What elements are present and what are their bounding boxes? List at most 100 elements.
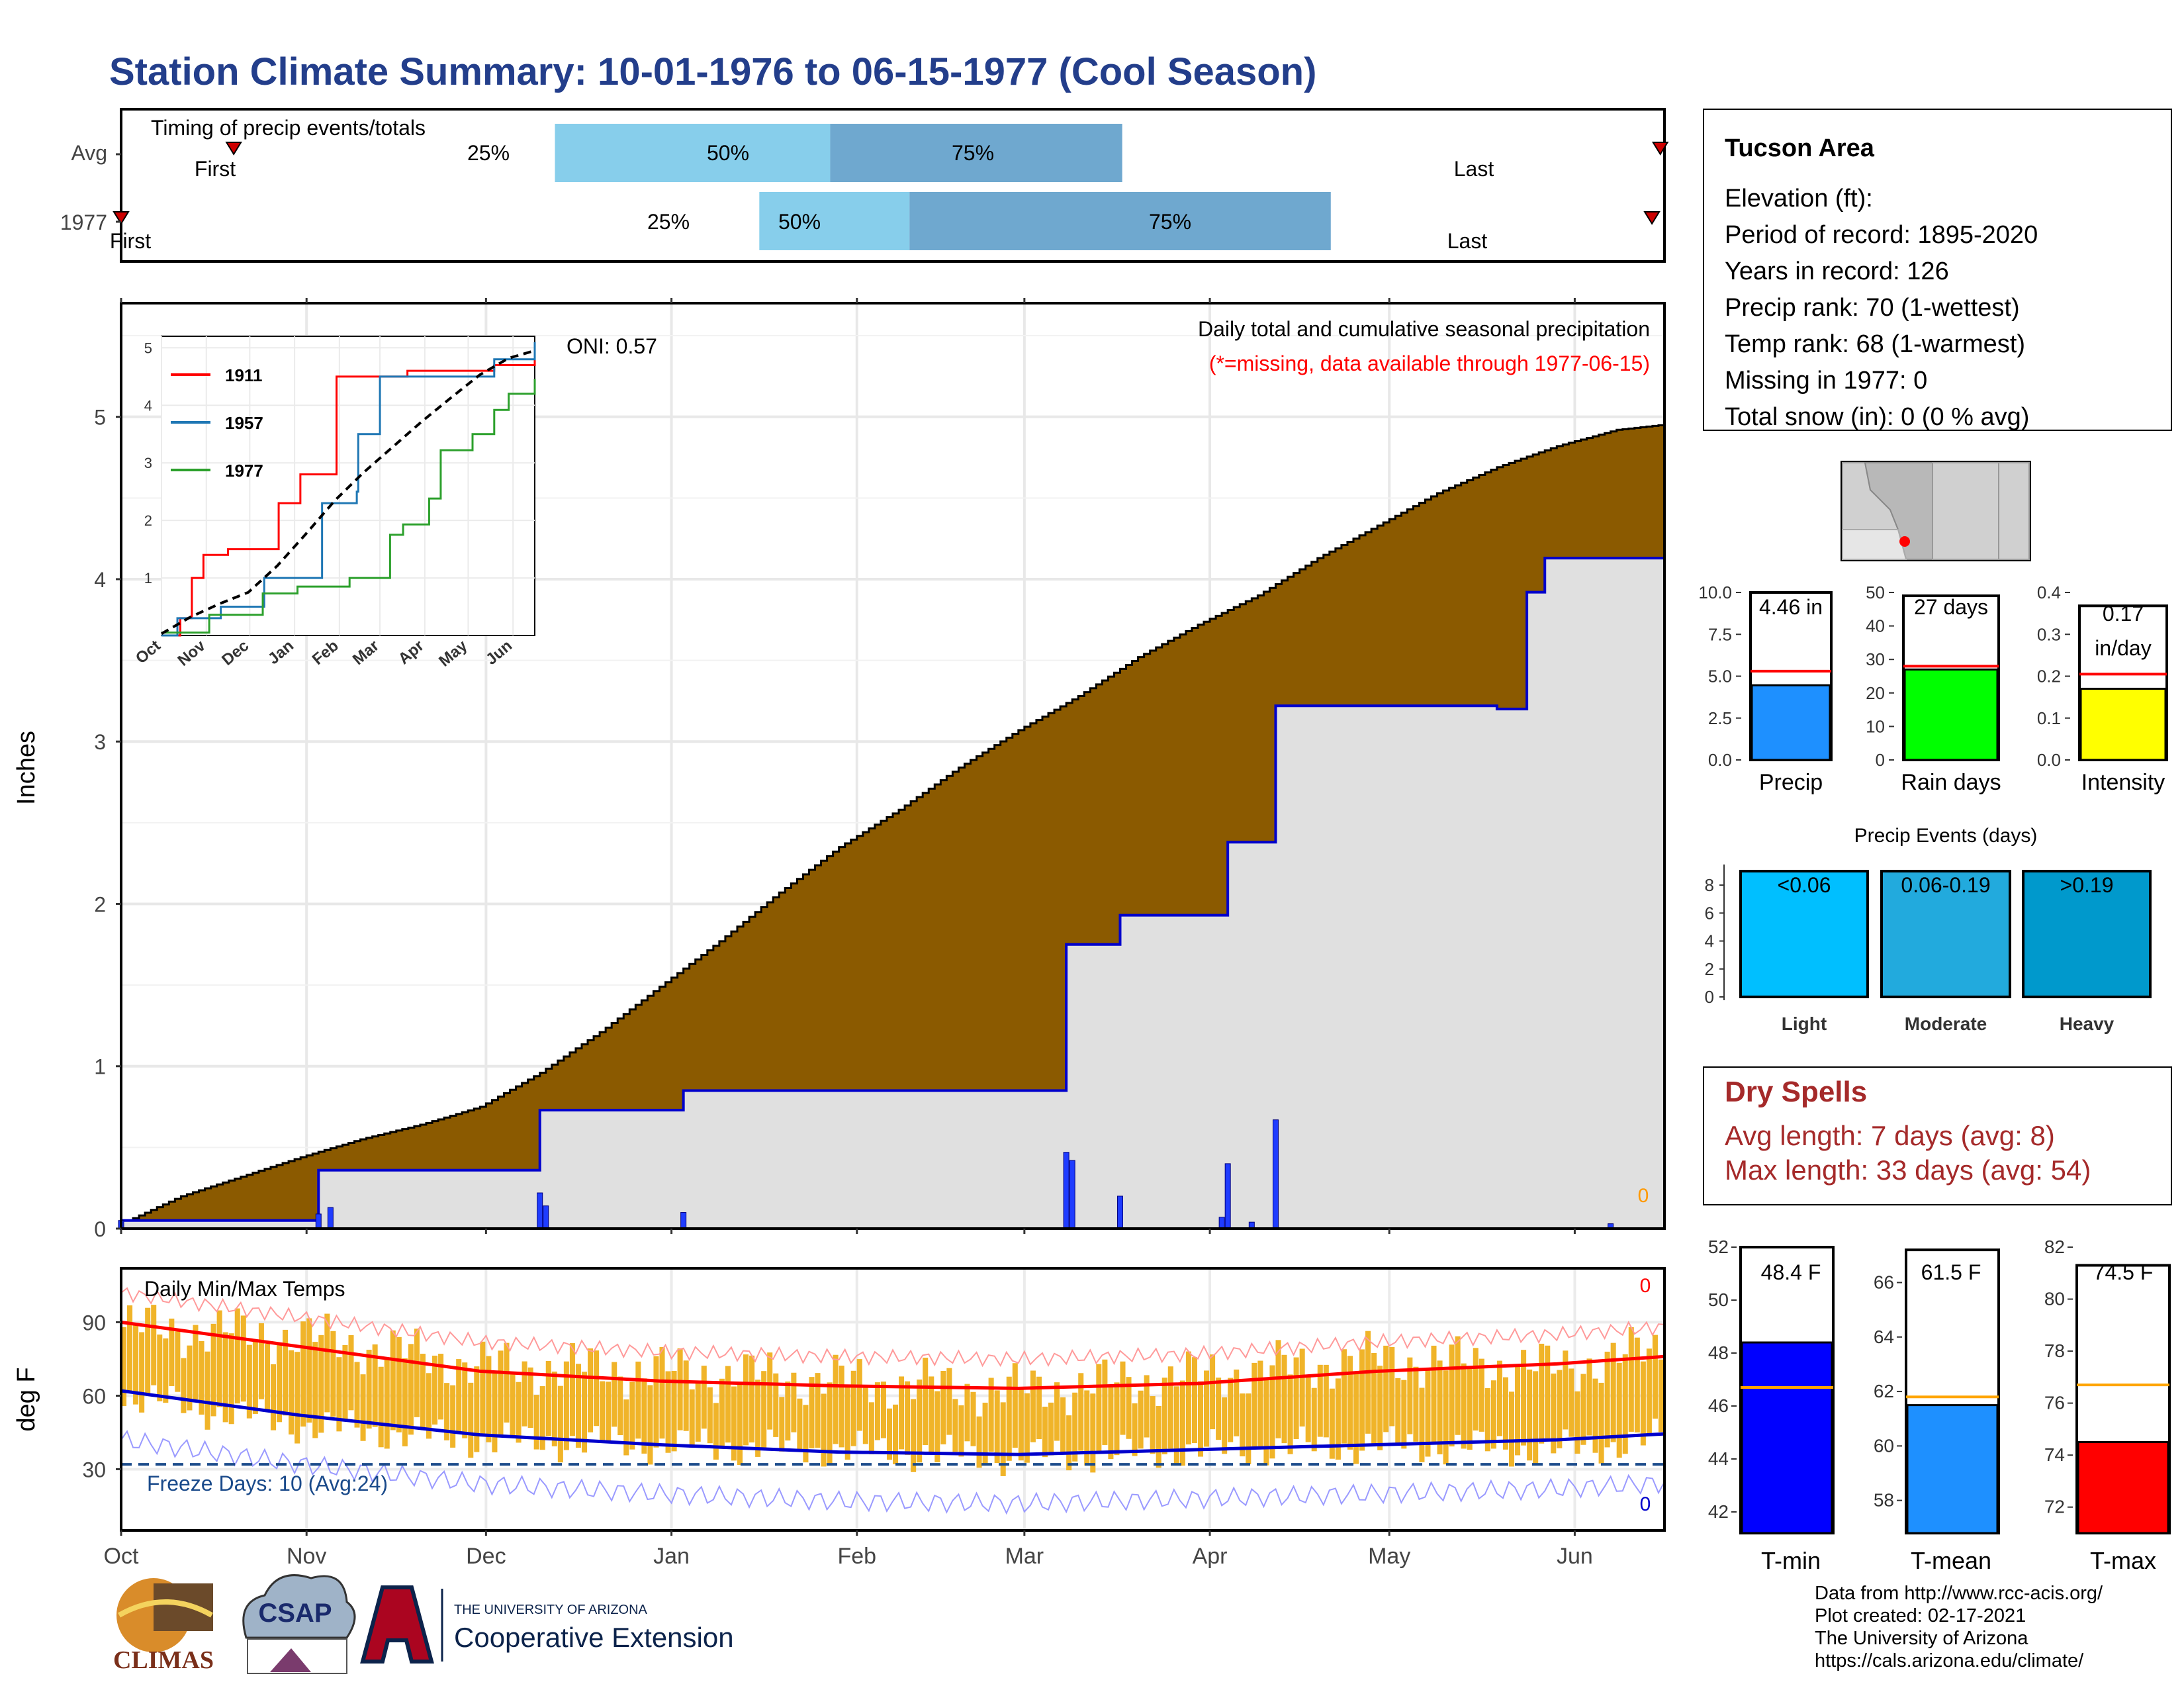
temp-bar-82 [612,1362,617,1427]
timing-avg-last: Last [1454,157,1494,181]
climas-logo-swoosh-icon [118,1599,213,1618]
month-label-apr: Apr [1193,1544,1228,1569]
footer-line-2: Plot created: 02-17-2021 [1815,1605,2026,1626]
mini-tick-label-rain_days-1: 10 [1866,716,1885,736]
precip-ytick-label-4: 4 [94,568,106,592]
mini-raindays-label: Rain days [1901,770,2001,795]
tbar-tick-label-tmax-1: 74 [2044,1444,2065,1465]
precip-daily-bar-8 [1116,1196,1123,1229]
temp-bar-26 [277,1344,283,1423]
events-ytick-label-3: 6 [1705,903,1714,923]
temp-bar-132 [911,1399,917,1472]
temp-bar-231 [1502,1377,1508,1450]
temp-bar-44 [384,1359,390,1449]
temp-bar-7 [163,1338,169,1403]
temp-bar-154 [1042,1407,1048,1458]
precip-daily-bar-5 [680,1211,687,1229]
temp-bar-16 [216,1310,222,1407]
temp-bar-57 [462,1362,468,1438]
precip-daily-bar-10 [1224,1163,1231,1229]
ua-logo-big-text: Cooperative Extension [454,1622,734,1653]
precip-ytick-label-5: 5 [94,406,106,430]
timing-bars [113,124,1669,250]
temp-bar-135 [929,1376,934,1454]
tbar-value-tmin [1741,1341,1833,1534]
tbar-tick-label-tmin-3: 48 [1708,1342,1729,1363]
temp-bar-38 [348,1335,354,1411]
temp-bar-245 [1586,1358,1592,1436]
temp-bar-148 [1006,1376,1012,1461]
temp-bar-35 [330,1331,336,1417]
temp-bar-181 [1204,1370,1210,1447]
temp-bar-91 [665,1371,671,1453]
temp-bar-59 [474,1366,480,1452]
events-label-light: Light [1782,1013,1827,1034]
mini-tick-label-rain_days-4: 40 [1866,616,1885,636]
temp-bar-167 [1120,1361,1126,1435]
temp-bar-86 [635,1361,641,1439]
tbar-tick-label-tmin-4: 50 [1708,1289,1729,1310]
temp-ytick-label-0: 30 [82,1458,106,1481]
temp-bar-217 [1419,1387,1425,1462]
legend-label-1977: 1977 [225,461,263,481]
tbar-tick-label-tmean-4: 66 [1874,1272,1894,1292]
tbar-tick-label-tmean-3: 64 [1874,1327,1894,1347]
temp-bar-216 [1413,1366,1419,1442]
temp-bar-99 [713,1403,719,1460]
temp-bar-110 [779,1397,785,1452]
temp-bar-89 [653,1356,659,1448]
mini-tick-label-precip-2: 5.0 [1708,667,1732,686]
temp-bar-206 [1353,1371,1359,1464]
temp-bar-186 [1234,1369,1240,1436]
temp-bar-219 [1431,1345,1437,1443]
temp-bar-48 [408,1344,414,1435]
temp-bar-254 [1640,1361,1646,1446]
tbar-tmin-label: T-min [1761,1547,1821,1574]
temp-bar-97 [701,1366,707,1429]
tbar-tick-label-tmin-2: 46 [1708,1395,1729,1416]
temp-bar-122 [850,1370,856,1446]
events-bar-heavy [2022,870,2152,998]
temp-bar-128 [886,1408,892,1460]
temp-bar-158 [1066,1415,1072,1471]
temp-bar-124 [862,1386,868,1444]
timing-row-1977: 1977 [60,211,107,234]
temp-bar-9 [175,1331,181,1392]
temp-bar-129 [893,1404,899,1465]
temp-bar-93 [677,1348,683,1430]
dry-spells-title: Dry Spells [1725,1076,1867,1108]
temp-bar-230 [1496,1360,1502,1436]
temp-bar-117 [821,1393,827,1467]
temp-bar-119 [833,1354,839,1444]
temp-bar-241 [1563,1350,1569,1430]
locator-map [1841,461,2031,561]
temp-bar-72 [551,1371,557,1446]
inset-line-1957 [161,342,536,637]
timing-1977-p25: 25% [647,210,690,234]
mini-tick-label-precip-1: 2.5 [1708,708,1732,728]
temp-bar-137 [940,1371,946,1444]
precip-missing-note: (*=missing, data available through 1977-… [1209,352,1650,375]
tbar-value-tmean [1906,1404,1999,1534]
temp-bar-218 [1425,1369,1431,1457]
temp-bar-37 [342,1344,348,1421]
figure-title: Station Climate Summary: 10-01-1976 to 0… [109,50,1316,93]
temp-bar-162 [1090,1393,1096,1473]
temp-bar-3 [139,1332,145,1413]
temp-bar-164 [1102,1359,1108,1445]
temp-bar-1 [127,1305,133,1393]
temp-bar-182 [1210,1354,1216,1430]
temp-bar-197 [1299,1348,1305,1427]
temp-bar-232 [1508,1391,1515,1467]
temp-bar-75 [569,1343,575,1436]
freeze-days: Freeze Days: 10 (Avg:24) [147,1472,388,1495]
temp-y-label: deg F [13,1367,40,1431]
temp-bar-187 [1240,1393,1246,1457]
precip-ytick-label-1: 1 [94,1055,106,1079]
inset-line-1977 [161,379,536,634]
temp-bar-55 [450,1385,456,1448]
temp-bar-174 [1161,1378,1167,1454]
temp-bar-74 [563,1361,569,1450]
temp-bar-103 [737,1384,743,1465]
temp-bar-247 [1598,1382,1604,1464]
